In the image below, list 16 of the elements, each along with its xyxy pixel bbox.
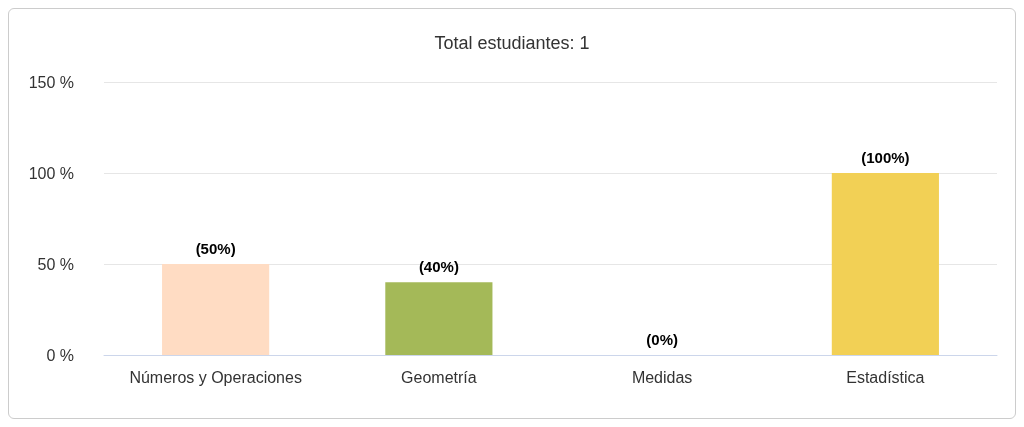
data-label: (100%) (861, 149, 910, 166)
y-tick-label: 150 % (28, 73, 74, 91)
x-tick-label: Números y Operaciones (129, 368, 302, 386)
x-tick-label: Medidas (631, 368, 693, 386)
y-tick-label: 0 % (46, 346, 74, 364)
x-tick-label: Geometría (401, 368, 477, 386)
data-label: (50%) (195, 240, 236, 257)
bar (831, 173, 939, 355)
data-label: (40%) (418, 258, 459, 276)
data-label: (0%) (646, 331, 678, 348)
bar (162, 264, 270, 355)
bar (385, 282, 493, 355)
x-tick-label: Estadística (846, 368, 925, 386)
y-tick-label: 100 % (28, 164, 74, 182)
chart-title: Total estudiantes: 1 (434, 33, 590, 53)
y-tick-label: 50 % (37, 255, 74, 273)
